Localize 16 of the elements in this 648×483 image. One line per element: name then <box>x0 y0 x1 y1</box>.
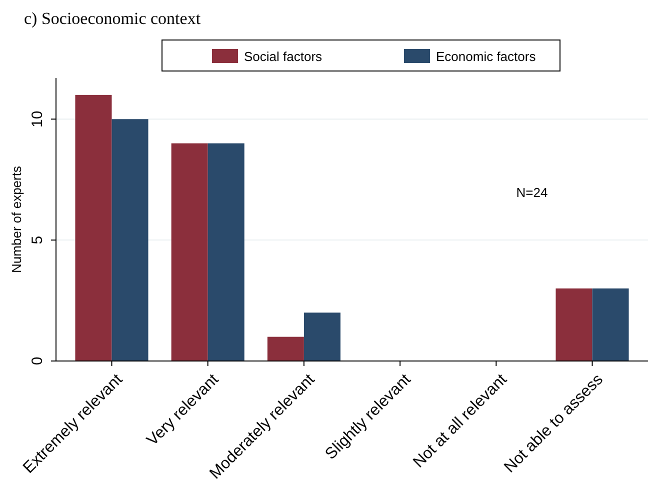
bar <box>267 336 304 361</box>
bar <box>171 143 208 361</box>
chart-title: c) Socioeconomic context <box>24 9 201 28</box>
bar <box>304 312 340 361</box>
annotation: N=24 <box>516 185 548 200</box>
bar <box>592 288 629 361</box>
y-tick-label: 0 <box>29 356 46 366</box>
bar <box>75 94 112 361</box>
bar <box>208 143 244 361</box>
bar <box>556 288 592 361</box>
legend-label: Economic factors <box>436 49 536 64</box>
bar <box>112 119 148 361</box>
y-axis-title: Number of experts <box>9 166 24 273</box>
y-tick-label: 10 <box>29 110 46 128</box>
y-tick-label: 5 <box>29 236 46 244</box>
legend-label: Social factors <box>244 49 323 64</box>
